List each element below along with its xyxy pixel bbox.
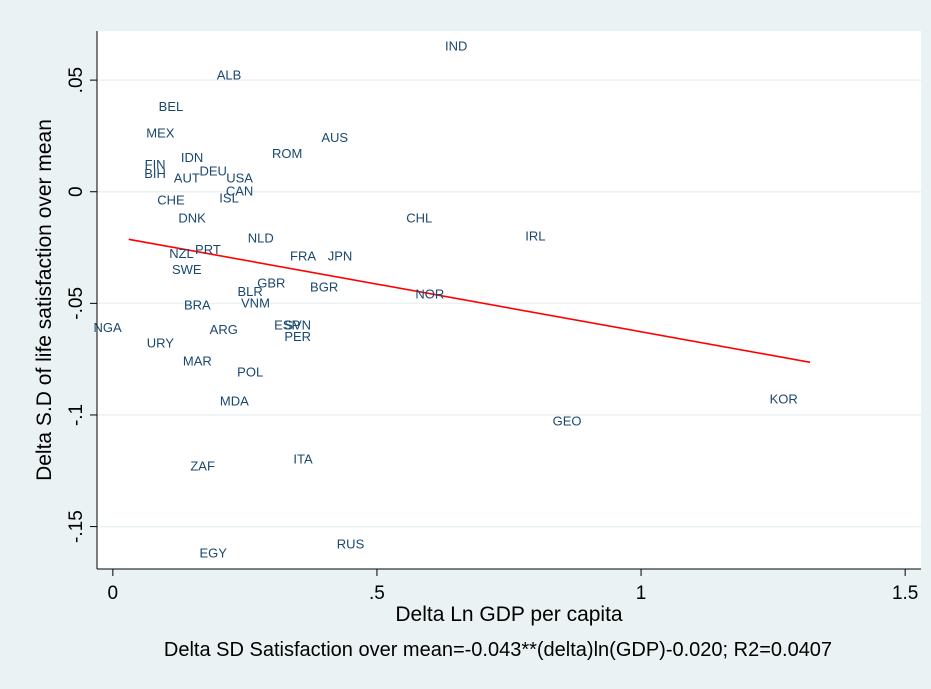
- point-label-irl: IRL: [525, 228, 545, 243]
- point-label-fra: FRA: [290, 248, 316, 263]
- y-tick-label: -.1: [66, 404, 87, 426]
- point-label-alb: ALB: [217, 68, 242, 83]
- x-tick-label: 0: [108, 583, 119, 604]
- point-label-jpn: JPN: [328, 248, 353, 263]
- point-label-arg: ARG: [210, 322, 238, 337]
- point-label-dnk: DNK: [178, 211, 206, 226]
- point-label-fin: FIN: [145, 157, 166, 172]
- point-label-chl: CHL: [406, 211, 432, 226]
- regression-note: Delta SD Satisfaction over mean=-0.043**…: [164, 639, 832, 661]
- point-label-rus: RUS: [337, 536, 365, 551]
- point-label-aut: AUT: [174, 170, 200, 185]
- y-axis-title: Delta S.D of life satisfaction over mean: [33, 119, 56, 481]
- point-label-che: CHE: [157, 193, 185, 208]
- x-tick-label: .5: [369, 583, 385, 604]
- point-label-can: CAN: [226, 184, 253, 199]
- point-label-esp: ESP: [274, 318, 300, 333]
- x-axis-title: Delta Ln GDP per capita: [395, 603, 623, 626]
- point-label-nor: NOR: [415, 286, 444, 301]
- y-tick-label: 0: [66, 186, 87, 197]
- y-tick-label: .05: [66, 67, 87, 93]
- point-label-nga: NGA: [93, 320, 122, 335]
- point-label-deu: DEU: [199, 164, 226, 179]
- y-tick-label: -.15: [66, 510, 87, 543]
- x-tick-label: 1: [636, 583, 647, 604]
- point-label-nzl: NZL: [169, 246, 194, 261]
- point-label-bel: BEL: [159, 99, 184, 114]
- x-axis-ticks: 0 .5 1 1.5: [108, 569, 918, 604]
- point-label-pol: POL: [237, 365, 263, 380]
- point-label-nld: NLD: [248, 231, 274, 246]
- point-label-aus: AUS: [321, 130, 348, 145]
- point-label-mar: MAR: [183, 353, 212, 368]
- point-label-bgr: BGR: [310, 280, 338, 295]
- point-label-per: PER: [284, 329, 311, 344]
- point-label-mda: MDA: [220, 394, 249, 409]
- point-label-prt: PRT: [195, 242, 221, 257]
- point-label-gbr: GBR: [257, 275, 285, 290]
- point-label-isl: ISL: [219, 190, 239, 205]
- grid-lines: [97, 79, 921, 528]
- point-label-svn: SVN: [284, 318, 311, 333]
- y-tick-label: -.05: [66, 287, 87, 320]
- point-label-bih: BIH: [144, 166, 166, 181]
- point-label-usa: USA: [226, 170, 253, 185]
- point-label-ind: IND: [445, 39, 467, 54]
- point-label-idn: IDN: [181, 150, 203, 165]
- point-label-swe: SWE: [172, 262, 202, 277]
- point-label-ita: ITA: [293, 452, 313, 467]
- y-axis-ticks: .05 0 -.05 -.1 -.15: [66, 67, 97, 543]
- point-label-blr: BLR: [238, 284, 263, 299]
- point-label-geo: GEO: [553, 414, 582, 429]
- point-label-zaf: ZAF: [190, 458, 215, 473]
- point-label-rom: ROM: [272, 146, 302, 161]
- plot-area: [97, 31, 921, 569]
- fit-line-layer: [128, 238, 811, 364]
- point-label-vnm: VNM: [241, 295, 270, 310]
- point-label-mex: MEX: [146, 126, 175, 141]
- point-label-bra: BRA: [184, 298, 211, 313]
- point-label-kor: KOR: [770, 391, 798, 406]
- point-label-ury: URY: [147, 336, 175, 351]
- regression-fit-line: [128, 238, 811, 364]
- x-tick-label: 1.5: [892, 583, 918, 604]
- point-label-egy: EGY: [199, 545, 227, 560]
